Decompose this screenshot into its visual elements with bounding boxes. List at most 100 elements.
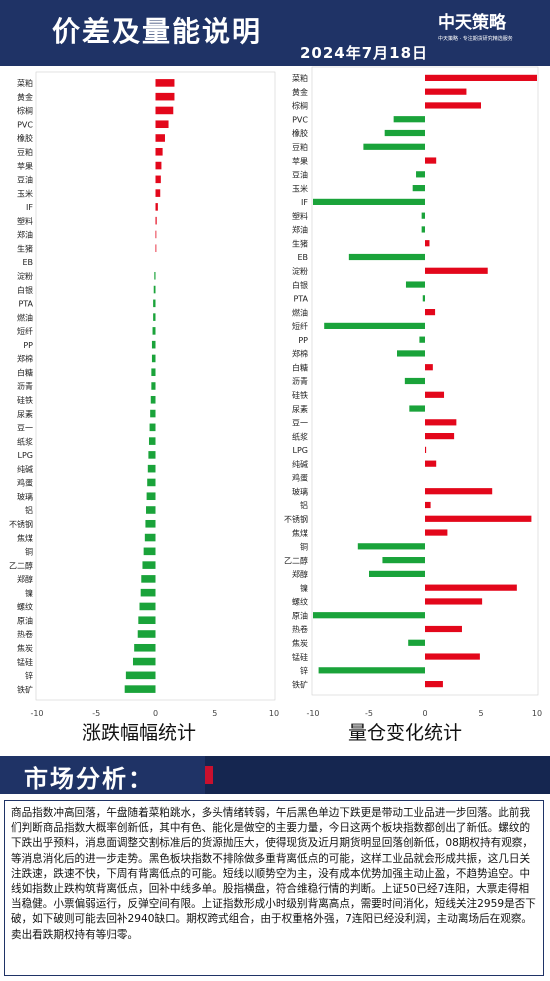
chart-1-bar [416,171,425,178]
chart-1-bar [425,267,488,274]
chart-1-bar [382,557,425,564]
chart-0-bar [155,230,157,239]
chart-0-bar [132,657,156,666]
chart-1-category-label: 郑油 [292,225,308,235]
chart-1-bar [421,212,425,219]
chart-1-bar [422,295,425,302]
chart-0-bar [153,299,156,308]
chart-0-category-label: 郑棉 [17,354,33,364]
chart-1-bar [425,501,431,509]
chart-0-bar [155,189,161,197]
chart-1-bar [348,253,425,261]
chart-0-bar [147,478,156,487]
chart-0-bar [150,409,156,418]
chart-1-bar [425,460,437,467]
chart-1-frame [311,66,539,696]
chart-1-bar [425,157,437,164]
chart-1-category-label: 淀粉 [292,266,308,276]
chart-0-bar [140,588,156,597]
chart-1-category-label: 白银 [292,280,308,290]
section-title: 市场分析： [24,764,154,793]
chart-1-category-label: 铜 [300,542,308,552]
section-accent [205,756,550,794]
chart-0-bar [154,271,156,280]
analysis-text: 商品指数冲高回落，午盘随着菜粕跳水，多头情绪转弱，午后黑色单边下跌更是带动工业品… [4,800,544,976]
chart-1-bar [425,681,443,688]
chart-0-category-label: PVC [17,120,33,129]
chart-1-bar [408,639,425,646]
chart-1-bar [425,364,433,371]
chart-1-bar [425,240,430,247]
chart-0-tick-label: 0 [153,709,158,718]
chart-1-bar [404,377,425,385]
chart-1-category-label: 焦炭 [292,638,308,648]
chart-0-category-label: 焦煤 [17,533,33,543]
chart-1-category-label: 沥青 [292,376,308,386]
chart-1-category-label: LPG [293,446,308,455]
chart-0-tick-label: 10 [269,709,279,718]
chart-0-bar [151,368,156,377]
chart-0-bar [151,382,156,390]
chart-1-bar [425,309,436,316]
chart-0-bar [139,602,156,611]
header-banner: 价差及量能说明 2024年7月18日 中天策略 中天策略 · 专注期货研究精选服… [0,0,550,66]
chart-1-bar [425,488,493,495]
chart-0-category-label: 郑醇 [17,574,33,584]
chart-1-category-label: 热卷 [292,624,308,634]
chart-1-category-label: 橡胶 [292,128,308,138]
chart-1-bar [409,405,425,412]
chart-1-category-label: 锰硅 [292,652,308,662]
chart-1-bar [393,116,425,123]
chart-1-category-label: 豆一 [292,419,308,428]
chart-0-bar [155,120,169,129]
chart-0-category-label: 豆粕 [17,147,33,157]
chart-1-category-label: 燃油 [292,307,308,317]
chart-1-category-label: 铁矿 [292,679,308,689]
chart-0-category-label: 橡胶 [17,133,33,143]
right-chart-title: 量仓变化统计 [348,722,463,744]
chart-0-category-label: 沥青 [17,381,33,391]
chart-1-tick-label: 10 [532,709,542,718]
chart-0-category-label: 尿素 [17,409,33,419]
chart-1-category-label: 短纤 [292,321,308,331]
chart-1-category-label: 原油 [292,610,308,620]
chart-1-bar [425,74,537,81]
chart-0-tick-label: -10 [30,709,43,718]
chart-1-tick-label: 0 [422,709,427,718]
chart-1-bar [425,529,448,536]
chart-1-category-label: 塑料 [292,211,308,221]
chart-0-category-label: 豆一 [17,424,33,433]
chart-1-bar [397,350,425,357]
chart-0-category-label: 纸浆 [17,436,33,446]
chart-0-category-label: EB [22,258,33,267]
chart-1-bar [425,446,427,453]
chart-0-category-label: PP [23,341,33,350]
brand-slogan: 中天策略 · 专注期货研究精选服务 [438,36,513,42]
chart-0-bar [146,492,156,501]
chart-0-tick-label: -5 [92,709,100,718]
chart-1-bar [313,612,425,619]
chart-0-bar [151,340,156,349]
chart-0-bar [153,285,156,294]
chart-0-category-label: 不锈钢 [9,519,33,529]
chart-1-bar [313,198,425,205]
chart-0-category-label: 玻璃 [17,491,33,501]
chart-0-category-label: 生猪 [17,243,33,253]
chart-0-category-label: 铁矿 [17,684,33,694]
chart-1-bar [425,584,517,591]
chart-1-bar [357,543,425,550]
chart-1-tick-label: -10 [306,709,319,718]
chart-0-category-label: 棕榈 [17,106,33,116]
chart-1-category-label: 铝 [300,500,308,510]
chart-0-bar [148,437,156,445]
chart-0-category-label: 短纤 [17,326,33,336]
chart-1-category-label: PTA [293,295,308,304]
chart-1-category-label: 乙二醇 [284,555,308,565]
chart-0-category-label: 铝 [25,505,33,515]
chart-1-bar [425,515,532,522]
chart-1-category-label: 黄金 [292,87,308,97]
chart-0-bar [149,423,156,432]
chart-0-category-label: 乙二醇 [9,560,33,570]
chart-0-bar [144,533,156,542]
